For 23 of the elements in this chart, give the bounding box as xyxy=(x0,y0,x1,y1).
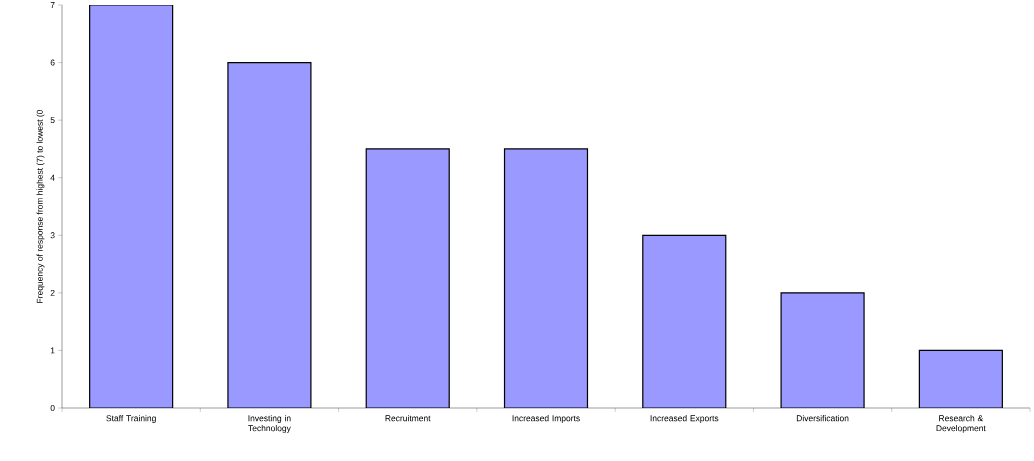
x-tick-label: Staff Training xyxy=(106,415,156,423)
y-tick-label: 0 xyxy=(50,405,55,411)
x-tick-label: Investing in Technology xyxy=(248,415,291,433)
x-tick-label: Research & Development xyxy=(936,415,986,433)
y-tick-label: 4 xyxy=(50,174,55,181)
bar xyxy=(918,349,1003,408)
bar xyxy=(780,292,865,408)
y-tick-label: 6 xyxy=(50,59,55,66)
bar xyxy=(89,5,174,408)
y-tick-label: 1 xyxy=(50,347,55,354)
bar xyxy=(365,148,450,408)
x-tick-label: Diversification xyxy=(796,415,849,422)
y-tick-label: 3 xyxy=(50,232,55,239)
x-tick-label: Increased Imports xyxy=(512,415,580,423)
y-tick-label: 5 xyxy=(50,117,55,124)
y-tick-label: 7 xyxy=(50,2,55,8)
x-tick-label: Increased Exports xyxy=(650,415,719,423)
y-axis-title: Frequency of response from highest (7) to lowest (0 xyxy=(36,109,45,303)
x-tick-label: Recruitment xyxy=(385,415,431,422)
bar xyxy=(642,234,727,408)
bar xyxy=(503,148,589,408)
bar xyxy=(227,61,312,408)
y-tick-label: 2 xyxy=(50,289,55,296)
